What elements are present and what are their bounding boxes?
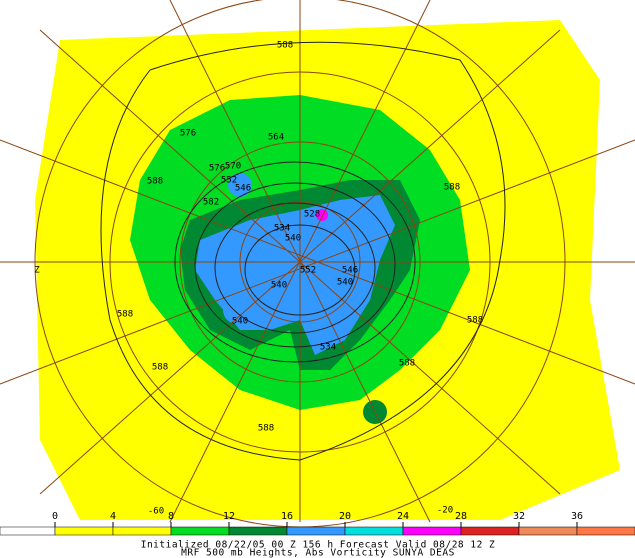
- contour-label: 534: [274, 224, 290, 234]
- contour: [194, 182, 396, 348]
- contour-label: 588: [444, 183, 460, 193]
- colorbar-tick-label: 0: [52, 511, 58, 522]
- blue-cell: [223, 296, 251, 324]
- contour-label: 546: [235, 184, 251, 194]
- magenta-cell: [316, 209, 328, 221]
- contour-label: 540: [337, 278, 353, 288]
- contour: [174, 161, 416, 363]
- contour-label: 564: [268, 133, 284, 143]
- contour-label: 528: [304, 210, 320, 220]
- colorbar-segment: [228, 526, 288, 536]
- colorbar-tick-label: 12: [223, 511, 235, 522]
- edge-label: Z: [34, 266, 40, 276]
- contour-label: 570: [225, 162, 241, 172]
- contour-label: 540: [232, 317, 248, 327]
- colorbar: 0 4 8 12 16 20 24 28 32 36: [0, 511, 635, 536]
- colorbar-segment: [344, 526, 404, 536]
- contour-label: 588: [117, 310, 133, 320]
- colorbar-segment: [402, 526, 462, 536]
- contour-label: 588: [152, 363, 168, 373]
- colorbar-tick-label: 4: [110, 511, 116, 522]
- meridians: [0, 0, 635, 523]
- contour-label: 576: [180, 129, 196, 139]
- contour-label: 540: [285, 234, 301, 244]
- contour-label: 540: [271, 281, 287, 291]
- contour-label: 588: [147, 177, 163, 187]
- contour: [244, 224, 356, 316]
- footer-line: Initialized 08/22/05 00 Z 156 h Forecast…: [141, 540, 496, 551]
- contour-label: 546: [342, 266, 358, 276]
- colorbar-segment: [0, 526, 56, 536]
- colorbar-segment: [170, 526, 230, 536]
- contour-label: 588: [258, 424, 274, 434]
- edge-label: -60: [148, 507, 164, 517]
- colorbar-segment: [518, 526, 578, 536]
- footer-line: MRF 500 mb Heights, Abs Vorticity SUNYA …: [181, 548, 455, 558]
- contour-label: 588: [467, 316, 483, 326]
- colorbar-tick-label: 24: [397, 511, 409, 522]
- colorbar-segment: [112, 526, 172, 536]
- edge-label: -20: [437, 506, 453, 516]
- blue-cell: [228, 173, 252, 197]
- colorbar-segment: [286, 526, 346, 536]
- contour-label: 588: [399, 359, 415, 369]
- colorbar-tick-label: 20: [339, 511, 351, 522]
- colorbar-tick-label: 36: [571, 511, 583, 522]
- contour: [100, 41, 506, 461]
- height-contours: [100, 41, 506, 461]
- colorbar-tick-label: 16: [281, 511, 293, 522]
- contour-label: 582: [203, 198, 219, 208]
- colorbar-tick-label: 32: [513, 511, 525, 522]
- colorbar-segment: [460, 526, 520, 536]
- colorbar-tick-label: 8: [168, 511, 174, 522]
- contour-label: 552: [221, 176, 237, 186]
- contour-label: 534: [320, 343, 336, 353]
- colorbar-tick-label: 28: [455, 511, 467, 522]
- colorbar-segment: [54, 526, 114, 536]
- contour-label: 588: [277, 41, 293, 51]
- contour-label: 576: [209, 164, 225, 174]
- contour-label: 552: [300, 266, 316, 276]
- colorbar-segment: [576, 526, 635, 536]
- contour: [214, 202, 376, 334]
